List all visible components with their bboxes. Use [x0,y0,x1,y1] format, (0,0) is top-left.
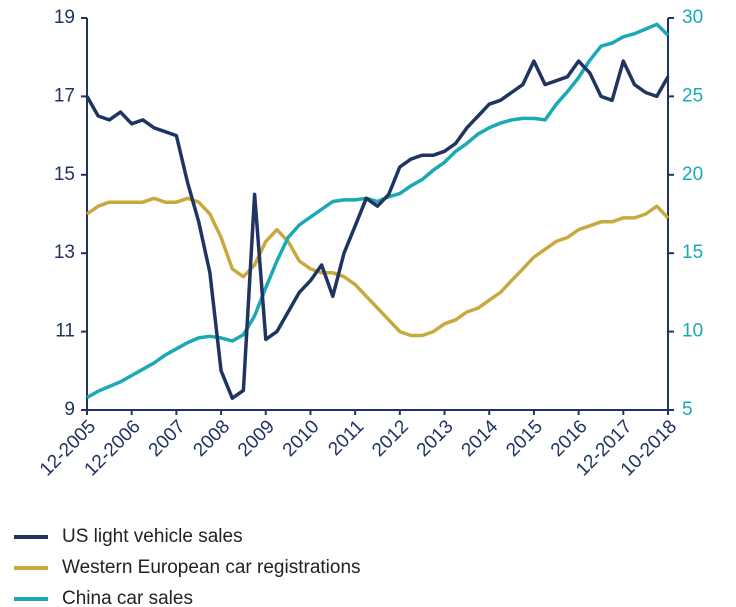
x-tick-label: 2010 [279,416,324,461]
x-tick-label: 2008 [189,416,234,461]
y2-tick-label: 25 [682,85,703,106]
y2-tick-label: 20 [682,164,703,185]
legend-label: China car sales [62,588,193,607]
y-tick-label: 13 [54,242,75,263]
y-tick-label: 11 [55,321,75,342]
x-tick-label: 2012 [368,416,413,461]
y-tick-label: 17 [54,85,75,106]
y2-tick-label: 10 [682,321,703,342]
x-tick-label: 2015 [502,416,547,461]
y-tick-label: 9 [64,399,75,420]
x-tick-label: 2014 [458,416,503,461]
x-tick-label: 2007 [145,416,190,461]
legend-label: US light vehicle sales [62,526,243,547]
y2-tick-label: 5 [682,399,693,420]
y-tick-label: 19 [54,7,75,28]
legend-label: Western European car registrations [62,557,361,578]
y2-tick-label: 15 [682,242,703,263]
series-line [86,22,670,400]
y-tick-label: 15 [54,164,75,185]
series-line [85,196,670,338]
series-line [85,59,670,400]
x-tick-label: 2011 [324,416,368,460]
x-tick-label: 2013 [413,416,458,461]
y2-tick-label: 30 [682,7,703,28]
x-tick-label: 2009 [234,416,279,461]
